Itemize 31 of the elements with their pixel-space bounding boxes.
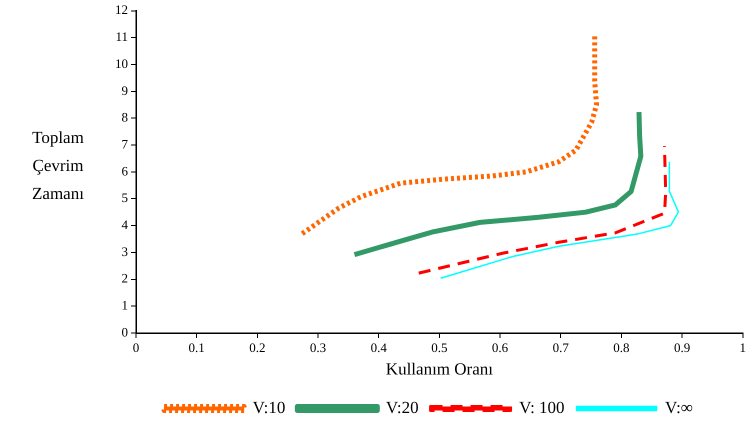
legend-label: V:∞: [665, 398, 693, 417]
y-tick-label: 8: [122, 110, 128, 125]
x-tick-label: 0.9: [674, 340, 690, 356]
y-tick-label: 7: [122, 136, 128, 152]
y-tick-label: 4: [122, 217, 128, 232]
x-tick-label: 0: [132, 340, 140, 356]
y-tick-label: 3: [122, 244, 128, 259]
legend-label: V:20: [386, 398, 419, 417]
x-tick-label: 0.4: [370, 340, 388, 356]
x-tick-label: 0.7: [552, 340, 570, 356]
y-tick-label: 10: [115, 56, 128, 71]
x-tick-label: 0.5: [431, 340, 448, 356]
x-tick-label: 1: [740, 340, 746, 356]
x-axis-title: Kullanım Oranı: [386, 359, 494, 378]
y-tick-label: 5: [122, 190, 128, 206]
y-tick-label: 6: [122, 163, 128, 178]
y-tick-label: 12: [115, 2, 128, 18]
x-tick-label: 0.6: [492, 340, 509, 356]
line-series: [417, 144, 668, 275]
legend-label: V:10: [252, 398, 286, 417]
x-tick-label: 0.3: [310, 340, 326, 356]
y-tick-label: 9: [122, 82, 128, 98]
x-tick-label: 0.8: [613, 340, 630, 356]
y-axis-title: Toplam Çevrim Zamanı: [31, 127, 85, 205]
y-tick-label: 0: [122, 324, 128, 340]
y-tick-label: 2: [122, 270, 128, 286]
y-tick-label: 11: [115, 29, 128, 44]
y-tick-label: 1: [122, 298, 128, 313]
legend-label: V: 100: [519, 398, 565, 417]
x-tick-label: 0.2: [249, 340, 266, 356]
x-tick-label: 0.1: [188, 340, 205, 356]
